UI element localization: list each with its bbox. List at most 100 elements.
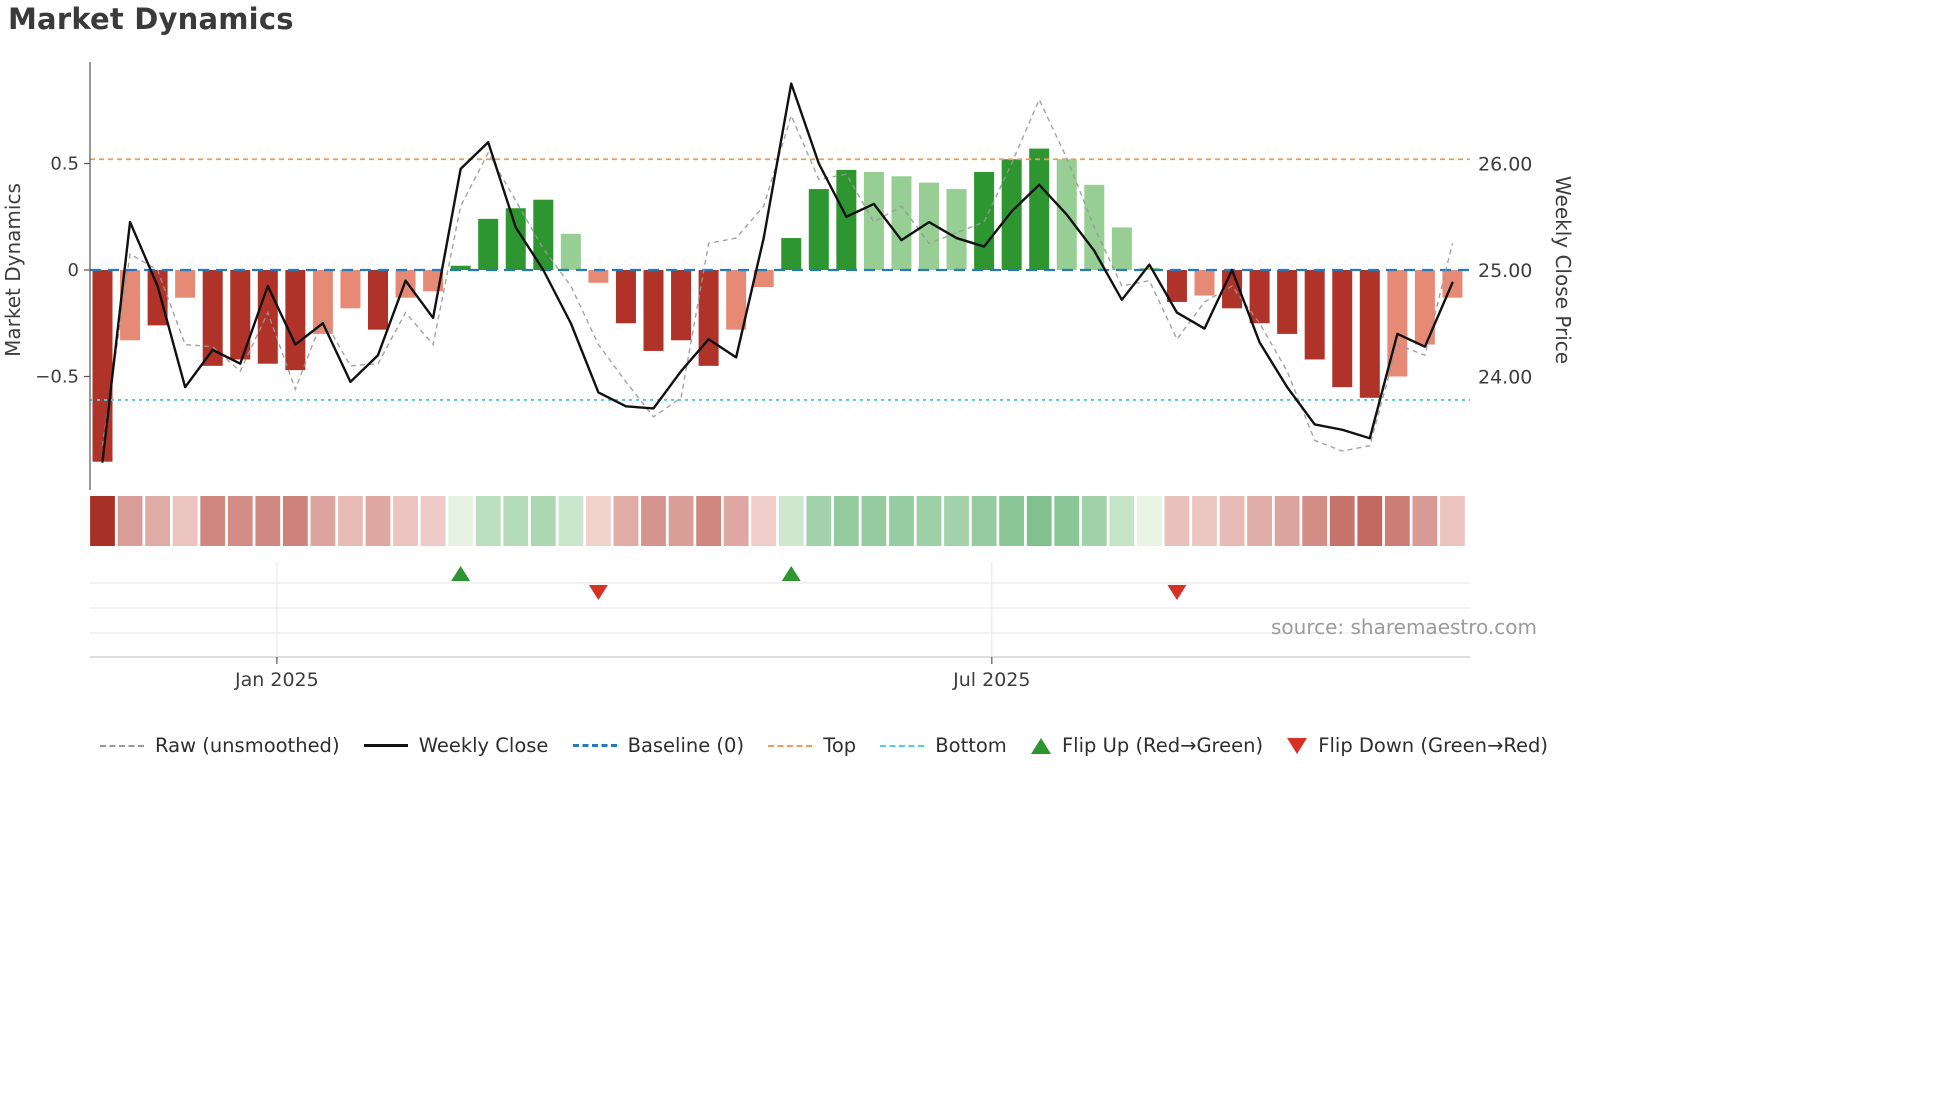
oscillator-bar	[175, 270, 196, 298]
y-axis-tick-label: 0.5	[50, 154, 79, 175]
legend-label: Weekly Close	[418, 734, 549, 757]
heatmap-cell	[200, 496, 226, 546]
bottom-line-glyph	[880, 744, 925, 747]
heatmap-cell	[1081, 496, 1107, 546]
flip-down-triangle-icon	[1287, 737, 1308, 754]
oscillator-bar	[202, 270, 223, 366]
heatmap-cell	[1192, 496, 1217, 546]
legend-label: Bottom	[935, 734, 1007, 757]
heatmap-cell	[145, 496, 170, 546]
heatmap-cell	[971, 496, 997, 546]
price-axis-tick-label: 25.00	[1478, 260, 1532, 282]
oscillator-bar	[533, 199, 554, 270]
oscillator-bar	[615, 270, 636, 324]
oscillator-bar	[312, 270, 333, 334]
heatmap-cell	[668, 496, 694, 546]
heatmap-cell	[227, 496, 253, 546]
oscillator-bar	[1001, 159, 1022, 270]
oscillator-bar	[808, 189, 829, 270]
heatmap-cell	[1109, 496, 1135, 546]
heatmap-cell	[1384, 496, 1410, 546]
oscillator-bar	[368, 270, 388, 330]
heatmap-cell	[1302, 496, 1328, 546]
oscillator-bar	[1249, 270, 1270, 324]
legend-item-bottom: Bottom	[880, 734, 1007, 757]
heatmap-cell	[1247, 496, 1272, 546]
heatmap-cell	[1357, 496, 1383, 546]
legend-item-top: Top	[768, 734, 856, 757]
heatmap-cell	[475, 496, 501, 546]
oscillator-bar	[891, 176, 912, 270]
heatmap-cell	[861, 496, 887, 546]
heatmap-cell	[1219, 496, 1245, 546]
heatmap-cell	[778, 496, 804, 546]
oscillator-bar	[753, 270, 774, 288]
heatmap-cell	[613, 496, 639, 546]
oscillator-bar	[1139, 267, 1160, 270]
oscillator-bar	[698, 270, 719, 366]
oscillator-bar	[1359, 270, 1380, 398]
heatmap-cell	[833, 496, 859, 546]
heatmap-cell	[1440, 496, 1465, 546]
heatmap-cell	[448, 496, 474, 546]
heatmap-cell	[393, 496, 418, 546]
heatmap-cell	[172, 496, 198, 546]
heatmap-cell	[1329, 496, 1355, 546]
oscillator-bar	[1277, 270, 1298, 334]
weekly-close-line-glyph	[363, 744, 408, 747]
heatmap-cell	[889, 496, 914, 546]
legend-label: Baseline (0)	[627, 734, 745, 757]
heatmap-cell	[641, 496, 666, 546]
top-line-glyph	[768, 744, 813, 747]
oscillator-bar	[836, 169, 857, 270]
heatmap-cell	[586, 496, 611, 546]
legend-label: Top	[823, 734, 857, 757]
oscillator-bar	[1029, 148, 1050, 270]
oscillator-bar	[726, 270, 747, 330]
weekly-close-line	[101, 82, 1454, 463]
heatmap-cell	[806, 496, 832, 546]
x-axis-tick-label: Jul 2025	[952, 669, 1030, 691]
oscillator-bar	[478, 218, 499, 270]
heatmap-cell	[1164, 496, 1190, 546]
price-axis-tick-label: 26.00	[1478, 154, 1532, 176]
oscillator-bar	[1414, 270, 1435, 345]
source-credit: source: sharemaestro.com	[1271, 615, 1537, 639]
legend-item-baseline: Baseline (0)	[572, 734, 745, 757]
oscillator-bar	[781, 238, 802, 270]
oscillator-bar	[450, 265, 471, 270]
legend: Raw (unsmoothed) Weekly Close Baseline (…	[100, 734, 1548, 757]
oscillator-bar	[1304, 270, 1325, 360]
oscillator-bar	[1194, 270, 1215, 296]
oscillator-bar	[505, 208, 526, 270]
oscillator-bar	[257, 270, 278, 364]
oscillator-bar	[863, 172, 884, 270]
heatmap-cell	[751, 496, 777, 546]
oscillator-bar	[560, 233, 581, 270]
flip-up-marker	[781, 566, 801, 581]
left-axis-title: Market Dynamics	[1, 183, 25, 357]
right-axis-title: Weekly Close Price	[1551, 176, 1575, 364]
oscillator-bar	[147, 270, 168, 326]
heatmap-cell	[117, 496, 143, 546]
heatmap-cell	[90, 496, 115, 546]
heatmap-cell	[338, 496, 363, 546]
oscillator-bar	[643, 270, 664, 351]
heatmap-cell	[696, 496, 721, 546]
y-axis-tick-label: 0	[68, 260, 79, 281]
oscillator-bar	[92, 270, 113, 462]
heatmap-cell	[1274, 496, 1300, 546]
heatmap-cell	[310, 496, 336, 546]
flip-up-triangle-icon	[1030, 737, 1051, 754]
heatmap-cell	[1054, 496, 1080, 546]
oscillator-bar	[120, 270, 141, 341]
y-axis-tick-label: −0.5	[35, 367, 79, 388]
page-title: Market Dynamics	[8, 2, 294, 36]
oscillator-bar	[285, 270, 306, 371]
legend-item-weekly-close: Weekly Close	[363, 734, 549, 757]
oscillator-bar	[340, 270, 361, 309]
oscillator-bar	[230, 270, 251, 360]
oscillator-bar	[1166, 270, 1187, 302]
x-axis-tick-label: Jan 2025	[234, 669, 319, 691]
